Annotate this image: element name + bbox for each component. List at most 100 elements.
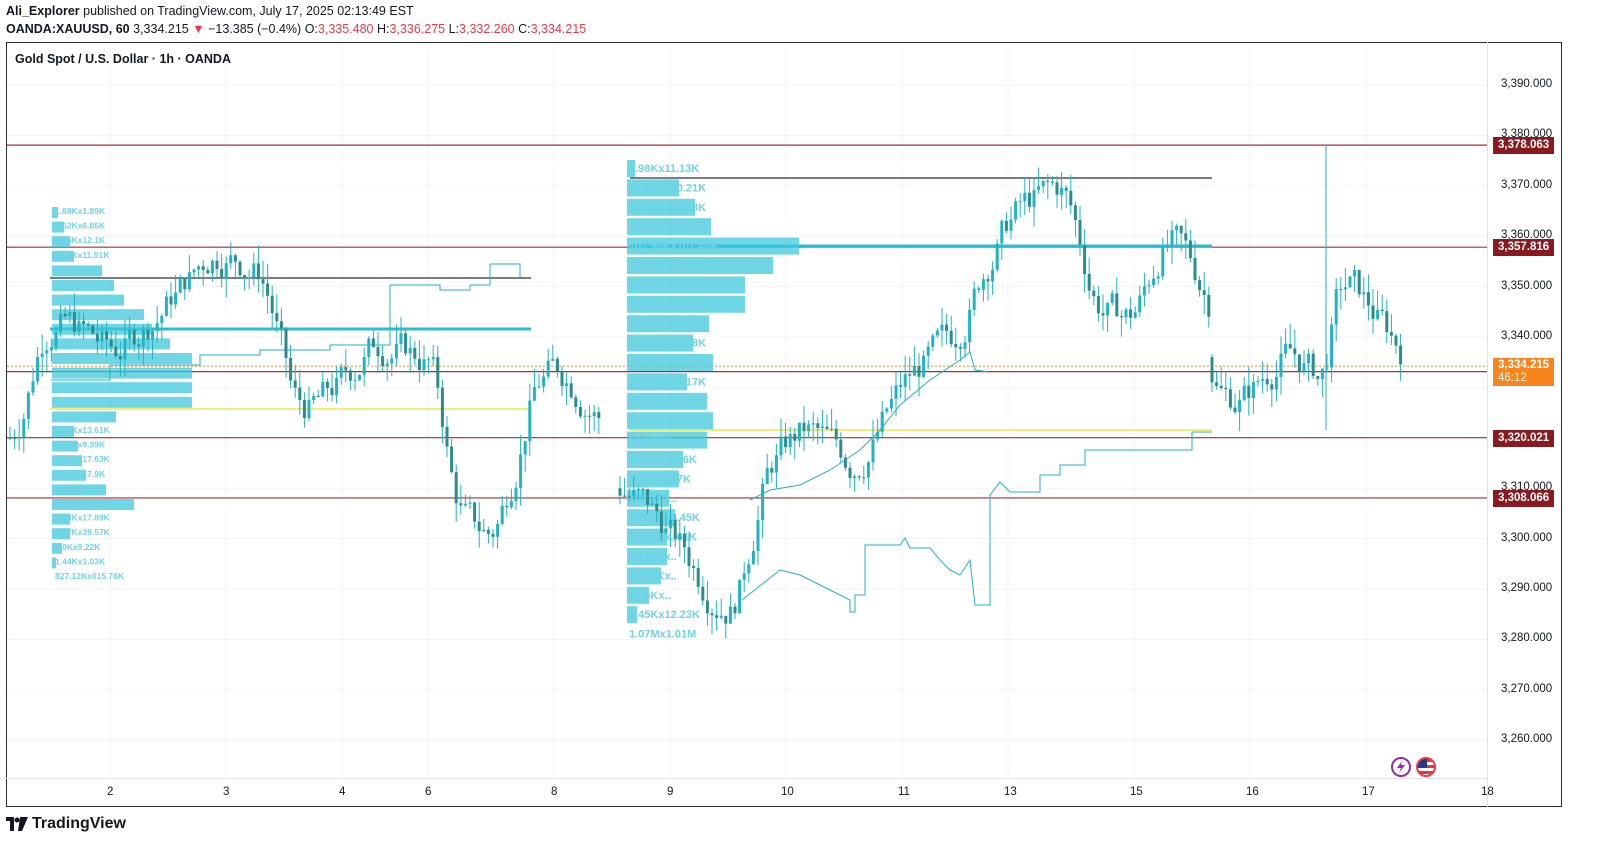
candle-body (1366, 292, 1370, 306)
candle-body (243, 275, 247, 279)
publish-info: Ali_Explorer published on TradingView.co… (6, 4, 414, 18)
candle-body (256, 263, 260, 280)
candle-body (233, 255, 237, 262)
high-label: H: (376, 22, 390, 36)
candle-body (834, 428, 838, 440)
volume-profile-bar (52, 426, 74, 437)
time-axis-label: 4 (339, 786, 346, 798)
tradingview-logo[interactable]: TradingView (6, 812, 126, 836)
candle-body (284, 328, 288, 358)
chart-pane[interactable] (6, 42, 1562, 807)
volume-profile-label: 46.31Kx56.68K (629, 221, 706, 233)
candle-body (719, 615, 723, 618)
candle-body (1330, 324, 1334, 368)
volume-profile-bar (627, 295, 745, 313)
candle-body (174, 292, 178, 305)
candle-body (1009, 219, 1013, 231)
volume-profile-label: 51.01Kx42.14K (629, 357, 706, 369)
candle-body (178, 277, 182, 293)
volume-profile-bar (627, 509, 675, 527)
volume-profile-bar (52, 353, 192, 364)
candle-body (459, 503, 463, 506)
candle-body (1274, 376, 1278, 390)
candle-body (1334, 289, 1338, 325)
vwap-line-right (741, 431, 1212, 613)
volume-profile-label: 44.31Kx36.59K (629, 318, 706, 330)
volume-profile-bar (52, 542, 62, 554)
volume-profile-bar (627, 315, 709, 333)
candle-body (1353, 270, 1357, 277)
candle-body (779, 436, 783, 456)
candle-body (1288, 344, 1292, 349)
price-axis-label: 3,270.000 (1501, 682, 1553, 695)
candle-body (1357, 270, 1361, 295)
candle-body (825, 426, 829, 429)
candle-body (187, 272, 191, 290)
volume-profile-bar (627, 179, 679, 197)
candle-body (1060, 187, 1064, 195)
ohlc-legend: OANDA:XAUUSD, 60 3,334.215 ▼ −13.385 (−0… (6, 22, 586, 36)
candle-body (1247, 385, 1251, 398)
candle-body (275, 313, 279, 322)
candle-body (229, 255, 233, 264)
candle-body (664, 528, 668, 533)
volume-profile-bar (627, 218, 711, 236)
volume-profile-label: 6.52Kx6.86K (55, 221, 106, 231)
candle-body (270, 295, 274, 314)
volume-profile-bar (627, 431, 707, 449)
candle-body (1362, 292, 1366, 295)
candle-body (477, 521, 481, 532)
candle-body (899, 385, 903, 387)
candle-body (977, 288, 981, 290)
candle-body (266, 283, 270, 296)
candle-body (1004, 220, 1008, 231)
candle-body (316, 395, 320, 397)
candle-body (1343, 287, 1347, 290)
volume-profile-label: 7.9Kx9.22K (55, 542, 101, 552)
volume-profile-label: 42.76Kx44.55K (629, 396, 706, 408)
candle-body (687, 547, 691, 567)
volume-profile-label: 70.43Kx73.89K (629, 279, 706, 291)
volume-profile-bar (52, 236, 70, 248)
lightning-icon[interactable] (1391, 757, 1411, 777)
candle-body (797, 422, 801, 441)
candle-body (105, 331, 109, 340)
candle-body (1119, 316, 1123, 318)
volume-profile-label: 46.88Kx4.. (55, 498, 97, 508)
symbol-label[interactable]: OANDA:XAUUSD, 60 (6, 22, 130, 36)
candle-body (738, 579, 742, 614)
candle-body (445, 426, 449, 447)
candle-body (945, 324, 949, 331)
price-axis-label: 3,370.000 (1501, 178, 1553, 191)
candle-body (82, 321, 86, 324)
candle-body (885, 408, 889, 412)
candle-body (1188, 240, 1192, 258)
candle-body (169, 296, 173, 305)
candle-body (981, 279, 985, 290)
volume-profile-bar (52, 557, 56, 569)
volume-profile-bar (52, 382, 192, 394)
volume-profile-bar (52, 309, 144, 321)
candle-body (1302, 363, 1306, 372)
candle-body (715, 615, 719, 618)
candle-body (972, 288, 976, 310)
volume-profile-label: 49.59Kx44.32K (629, 415, 706, 427)
candle-body (751, 550, 755, 565)
price-axis-label: 3,360.000 (1501, 229, 1553, 242)
candle-body (72, 312, 76, 332)
candle-body (627, 495, 631, 497)
candle-body (408, 348, 412, 354)
candle-body (618, 488, 622, 496)
us-flag-icon[interactable] (1416, 757, 1436, 777)
candle-body (1385, 311, 1389, 333)
volume-profile-label: 33.17Kx.. (629, 551, 677, 563)
candle-body (1041, 180, 1045, 187)
candle-body (935, 330, 939, 336)
candle-body (1202, 290, 1206, 295)
candle-body (220, 268, 224, 279)
candle-body (146, 330, 150, 340)
author-name[interactable]: Ali_Explorer (6, 4, 80, 18)
candle-body (118, 356, 122, 360)
candle-body (1018, 201, 1022, 203)
